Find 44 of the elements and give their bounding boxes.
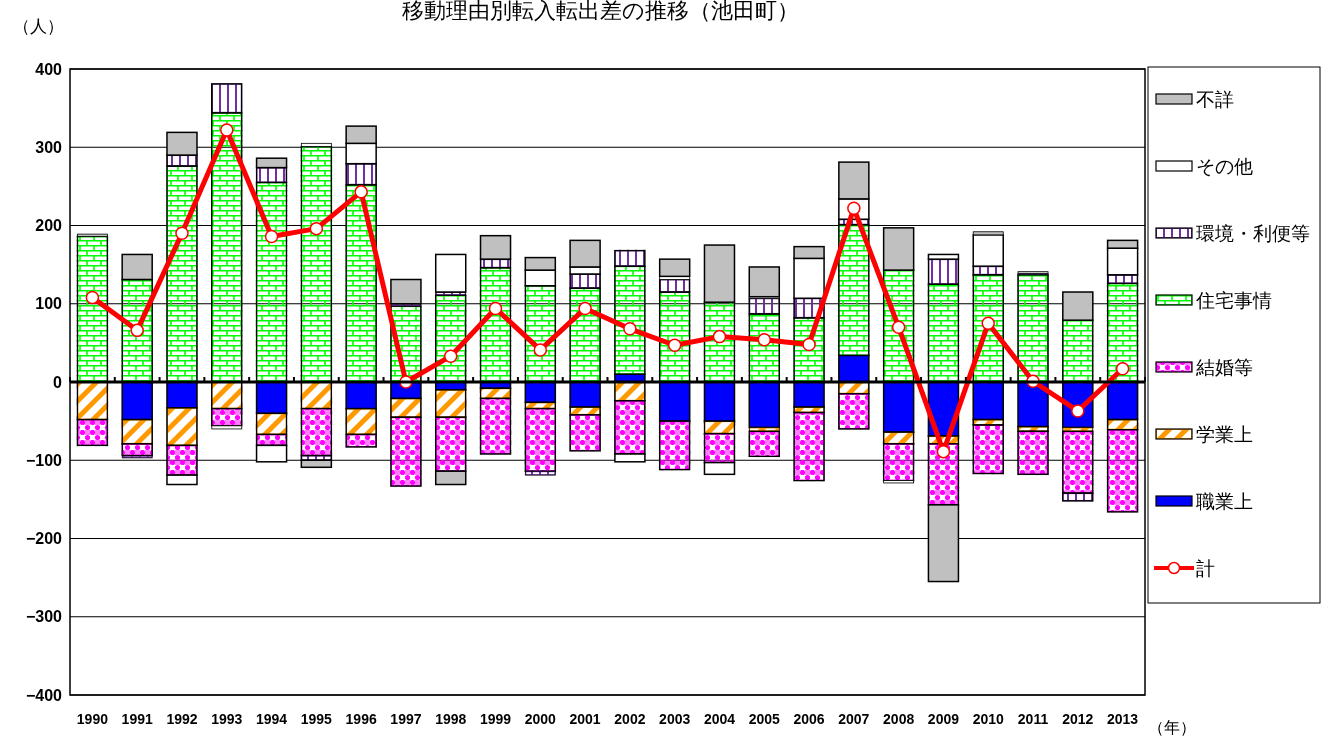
y-tick-label: −400 (25, 686, 63, 704)
x-tick-label: 1992 (166, 711, 198, 727)
y-tick-label: 0 (53, 373, 63, 391)
x-tick-label: 1991 (121, 711, 153, 727)
x-tick-label: 2003 (659, 711, 691, 727)
x-tick-label: 1995 (300, 711, 333, 727)
x-tick-label: 2010 (972, 711, 1005, 727)
x-tick-label: 2011 (1017, 711, 1049, 727)
x-tick-label: 2008 (883, 711, 915, 727)
y-tick-label: 100 (35, 295, 63, 313)
x-tick-label: 1994 (255, 711, 288, 727)
legend-label: その他 (1196, 155, 1253, 177)
x-tick-label: 2012 (1062, 711, 1094, 727)
legend-label: 不詳 (1196, 88, 1234, 110)
legend-label: 結婚等 (1195, 356, 1253, 378)
x-tick-label: 1998 (435, 711, 467, 727)
x-tick-label: 2006 (793, 711, 825, 727)
legend-label: 住宅事情 (1195, 289, 1272, 311)
x-tick-label: 1996 (345, 711, 377, 727)
x-tick-label: 1990 (76, 711, 109, 727)
y-tick-label: 200 (35, 217, 63, 235)
x-tick-label: 2004 (703, 711, 736, 727)
y-tick-label: −200 (25, 530, 63, 548)
y-tick-label: −300 (25, 608, 63, 626)
y-tick-label: 300 (35, 138, 63, 156)
x-tick-label: 2009 (927, 711, 960, 727)
legend-label: 計 (1196, 557, 1215, 579)
x-tick-label: 2007 (838, 711, 870, 727)
x-tick-label: 2013 (1107, 711, 1139, 727)
x-tick-label: 2001 (569, 711, 601, 727)
legend-label: 職業上 (1196, 490, 1253, 512)
legend-label: 環境・利便等 (1196, 222, 1310, 244)
x-tick-label: 2000 (524, 711, 557, 727)
y-tick-label: −100 (25, 451, 63, 469)
x-axis-title: （年） (1148, 719, 1196, 736)
legend-label: 学業上 (1196, 423, 1253, 445)
x-tick-label: 2002 (614, 711, 646, 727)
x-tick-label: 1993 (211, 711, 243, 727)
x-tick-label: 2005 (748, 711, 781, 727)
y-tick-label: 400 (35, 60, 63, 78)
chart-title: 移動理由別転入転出差の推移（池田町） (401, 0, 799, 23)
y-axis-title: （人） (12, 17, 64, 36)
x-tick-label: 1999 (479, 711, 512, 727)
x-tick-label: 1997 (390, 711, 422, 727)
